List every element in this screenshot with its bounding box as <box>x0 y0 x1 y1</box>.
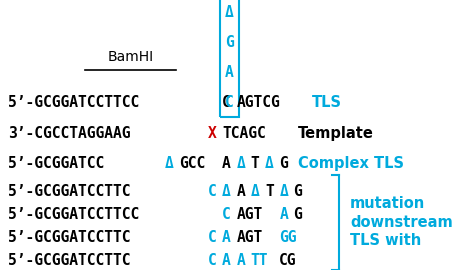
Text: A: A <box>237 184 245 199</box>
Text: 3’-CGCCTAGGAAG: 3’-CGCCTAGGAAG <box>8 126 131 141</box>
Text: 5’-GCGGATCC: 5’-GCGGATCC <box>8 156 104 171</box>
Text: AGTCG: AGTCG <box>237 95 280 110</box>
Text: GCC: GCC <box>179 156 206 171</box>
Text: AGT: AGT <box>237 207 263 222</box>
Text: C: C <box>208 230 217 245</box>
Text: TLS with: TLS with <box>350 233 421 248</box>
Text: TT: TT <box>251 253 268 268</box>
Text: T: T <box>265 184 274 199</box>
Text: TCAGC: TCAGC <box>222 126 266 141</box>
Text: Δ: Δ <box>265 156 274 171</box>
Text: AGT: AGT <box>237 230 263 245</box>
Text: Δ: Δ <box>237 156 245 171</box>
Text: A: A <box>222 156 231 171</box>
Text: Δ: Δ <box>222 184 231 199</box>
Text: Δ: Δ <box>225 5 234 20</box>
Text: Δ: Δ <box>165 156 174 171</box>
Text: GG: GG <box>279 230 297 245</box>
Text: C: C <box>222 207 231 222</box>
Text: C: C <box>208 253 217 268</box>
Text: CG: CG <box>279 253 297 268</box>
Bar <box>220 0 239 117</box>
Text: T: T <box>251 156 259 171</box>
Text: TLS: TLS <box>312 95 342 110</box>
Text: A: A <box>237 253 245 268</box>
Text: 5’-GCGGATCCTTC: 5’-GCGGATCCTTC <box>8 230 131 245</box>
Text: 5’-GCGGATCCTTC: 5’-GCGGATCCTTC <box>8 184 131 199</box>
Text: A: A <box>222 230 231 245</box>
Text: A: A <box>222 253 231 268</box>
Text: G: G <box>225 35 234 50</box>
Text: G: G <box>279 156 288 171</box>
Text: C: C <box>222 95 231 110</box>
Text: Complex TLS: Complex TLS <box>298 156 404 171</box>
Text: Template: Template <box>298 126 374 141</box>
Text: 5’-GCGGATCCTTCC: 5’-GCGGATCCTTCC <box>8 207 139 222</box>
Text: X: X <box>208 126 217 141</box>
Text: mutation: mutation <box>350 196 426 211</box>
Text: C: C <box>208 184 217 199</box>
Text: A: A <box>279 207 288 222</box>
Text: 5’-GCGGATCCTTCC: 5’-GCGGATCCTTCC <box>8 95 139 110</box>
Text: downstream: downstream <box>350 215 453 230</box>
Text: C: C <box>225 95 234 110</box>
Text: G: G <box>293 184 302 199</box>
Text: 5’-GCGGATCCTTC: 5’-GCGGATCCTTC <box>8 253 131 268</box>
Text: Δ: Δ <box>279 184 288 199</box>
Text: BamHI: BamHI <box>108 50 154 64</box>
Text: A: A <box>225 65 234 80</box>
Text: G: G <box>293 207 302 222</box>
Text: Δ: Δ <box>251 184 259 199</box>
